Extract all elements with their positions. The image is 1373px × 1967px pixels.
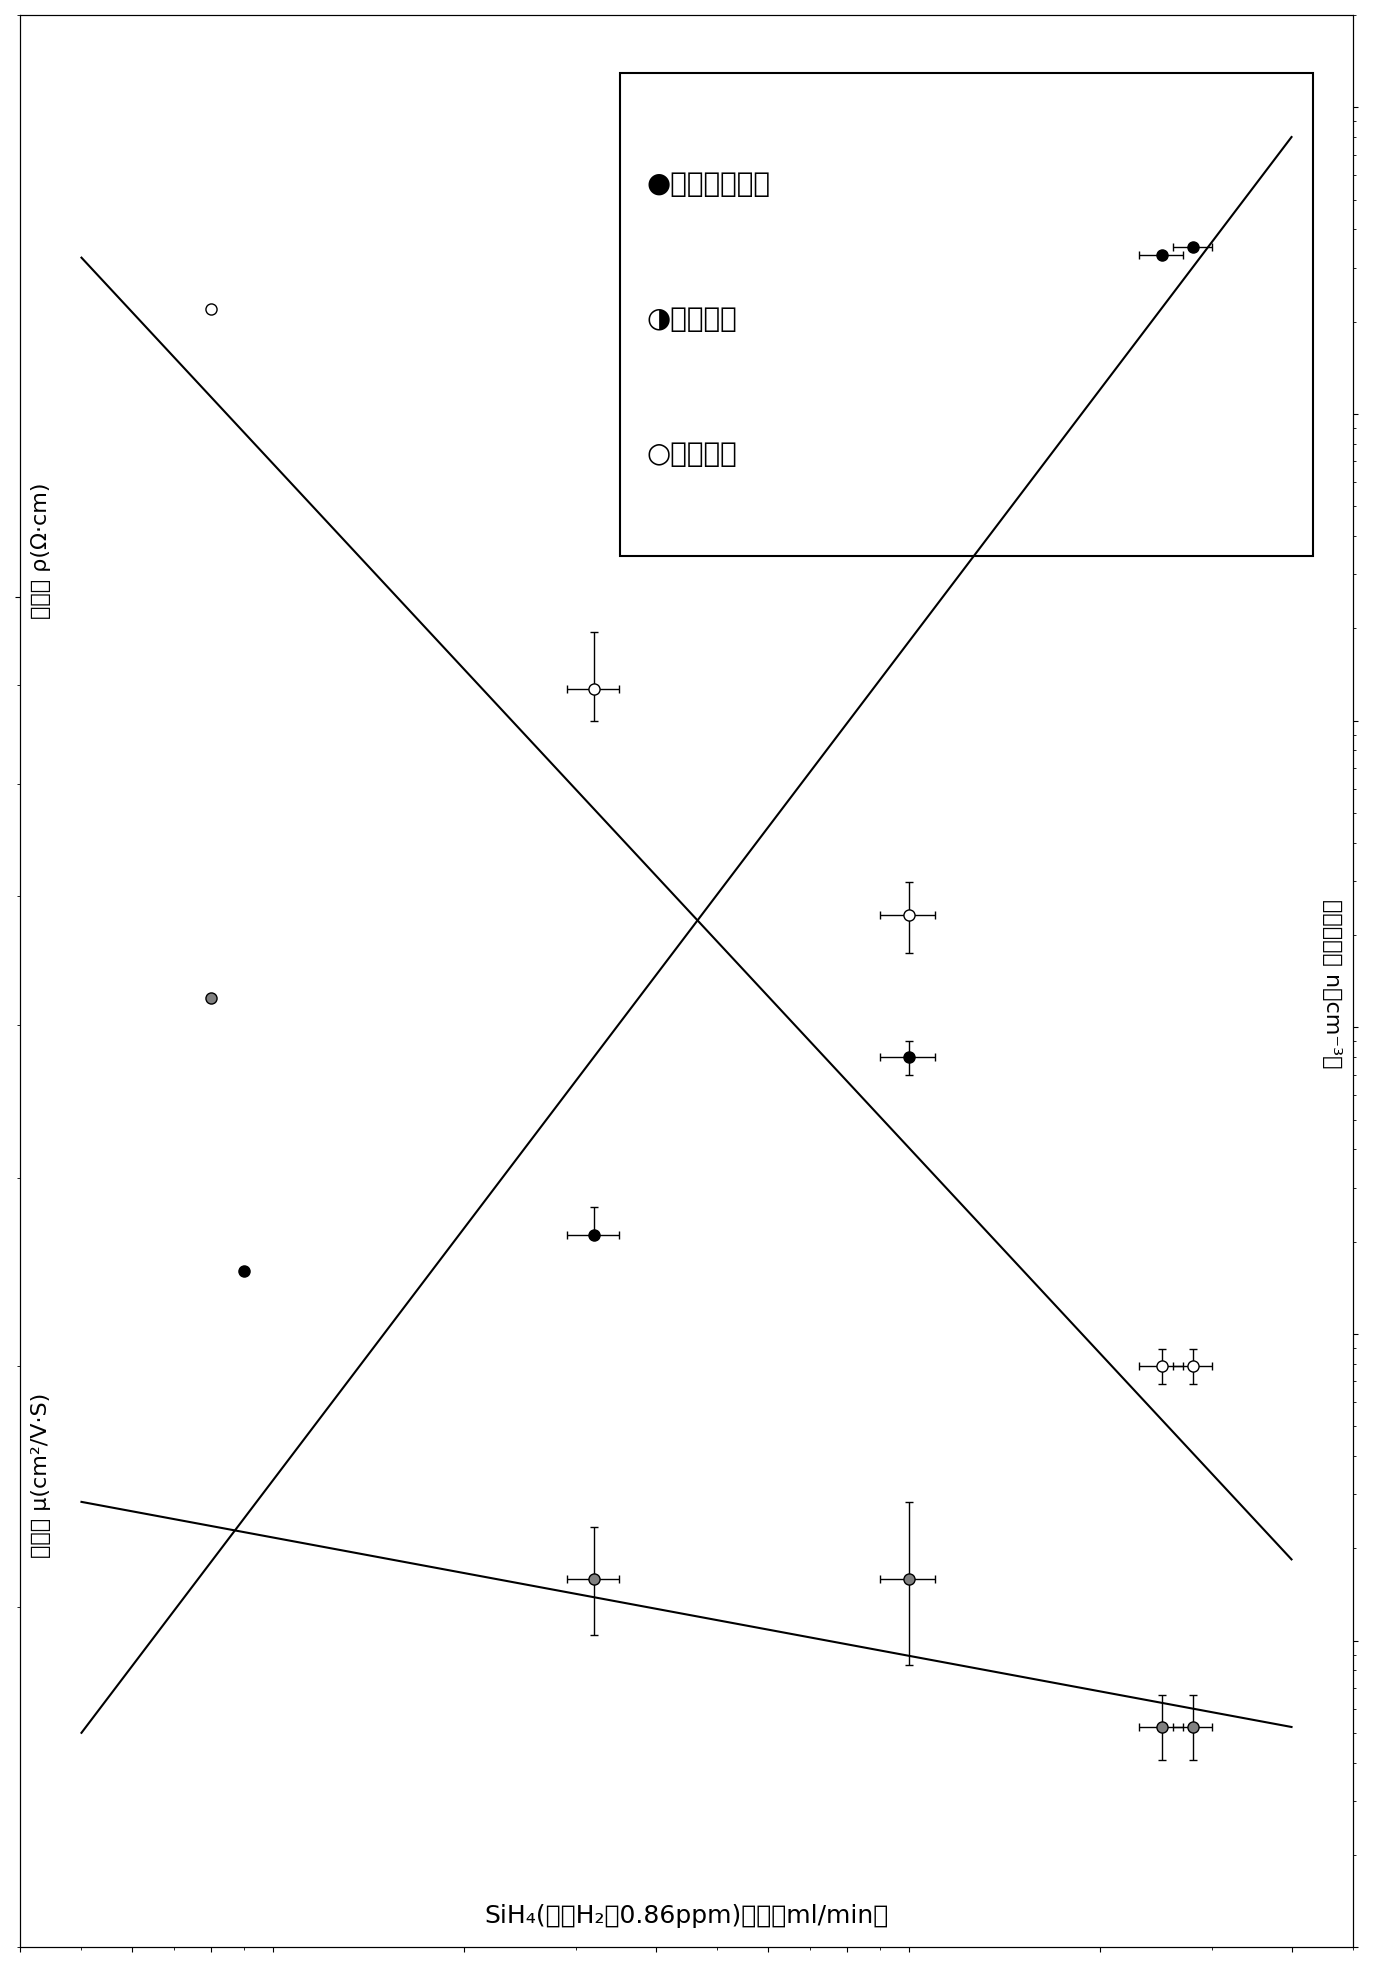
Text: ○：电阻率: ○：电阻率 xyxy=(647,441,737,468)
Text: ◑：迁移率: ◑：迁移率 xyxy=(647,305,737,332)
Text: 迁移率 μ(cm²/V·S): 迁移率 μ(cm²/V·S) xyxy=(32,1393,51,1558)
Text: 载流子浓度 n（cm⁻³）: 载流子浓度 n（cm⁻³） xyxy=(1322,899,1341,1068)
Text: 电阻率 ρ(Ω·cm): 电阻率 ρ(Ω·cm) xyxy=(32,482,51,620)
Text: ●：载流子浓度: ●：载流子浓度 xyxy=(647,169,770,197)
Text: SiH₄(基于H₂为0.86ppm)流速（ml/min）: SiH₄(基于H₂为0.86ppm)流速（ml/min） xyxy=(485,1904,888,1928)
Bar xyxy=(619,73,1313,557)
